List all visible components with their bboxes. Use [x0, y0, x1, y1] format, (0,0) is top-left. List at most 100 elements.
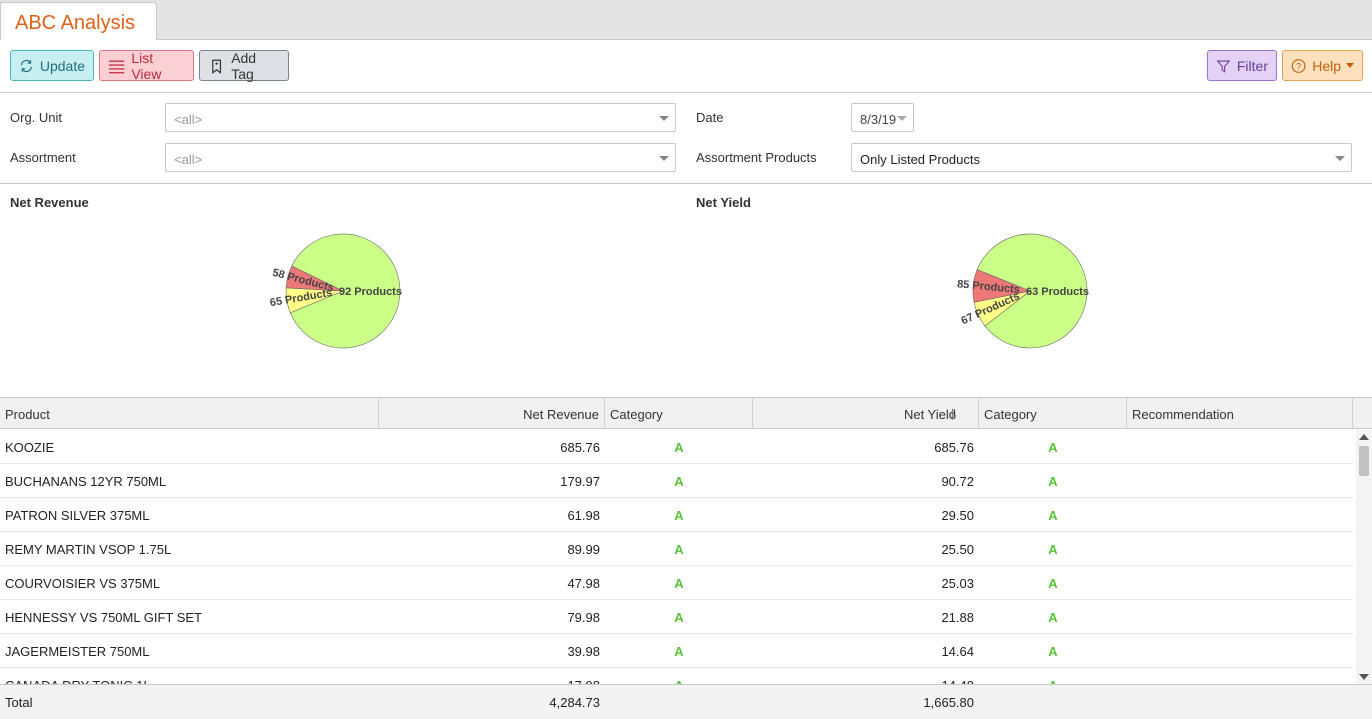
cell-product: REMY MARTIN VSOP 1.75L [5, 542, 172, 557]
net-yield-header-label: Net Yield [903, 407, 956, 422]
table-row[interactable]: KOOZIE 685.76 A 685.76 A [0, 430, 1353, 464]
grid-body: KOOZIE 685.76 A 685.76 A BUCHANANS 12YR 750ML… [0, 430, 1356, 684]
cell-category-yield: A [1048, 542, 1058, 557]
cell-net-revenue: 47.98 [567, 576, 600, 591]
pie-label-c: 85 Products [957, 278, 1021, 296]
filter-icon [1216, 60, 1231, 73]
cell-product: COURVOISIER VS 375ML [5, 576, 161, 591]
cell-net-yield: 29.50 [941, 508, 974, 523]
assortment-products-value: Only Listed Products [860, 152, 980, 167]
cell-product: JAGERMEISTER 750ML [5, 644, 150, 659]
totals-net-revenue: 4,284.73 [549, 695, 600, 710]
column-header-recommendation[interactable]: Recommendation [1127, 398, 1353, 429]
pie-slice-a[interactable] [976, 233, 1088, 349]
cell-category-yield: A [1048, 508, 1058, 523]
cell-category-yield: A [1048, 644, 1058, 659]
tab-title: ABC Analysis [15, 12, 136, 34]
tab-abc-analysis[interactable]: ABC Analysis [0, 2, 157, 41]
cell-net-revenue: 79.98 [567, 610, 600, 625]
filter-button[interactable]: Filter [1207, 50, 1277, 81]
cell-net-yield: 25.03 [941, 576, 974, 591]
cell-net-yield: 25.50 [941, 542, 974, 557]
cell-net-revenue: 39.98 [567, 644, 600, 659]
net-yield-chart-title: Net Yield [696, 195, 751, 210]
list-view-label: List View [131, 49, 162, 82]
date-select[interactable]: 8/3/19 [851, 103, 914, 132]
cell-category-revenue: A [674, 508, 684, 523]
assortment-select[interactable]: <all> [165, 143, 676, 172]
chevron-down-icon [1346, 63, 1354, 68]
pie-label-a: 63 Products [1026, 286, 1089, 298]
column-header-category-revenue[interactable]: Category [605, 398, 753, 429]
list-icon [108, 60, 125, 73]
table-row[interactable]: JAGERMEISTER 750ML 39.98 A 14.64 A [0, 634, 1353, 668]
chevron-down-icon [659, 116, 669, 121]
cell-net-yield: 14.48 [753, 678, 974, 684]
cell-net-revenue: 179.97 [560, 474, 600, 489]
help-icon: ? [1291, 58, 1306, 73]
filter-label: Filter [1236, 57, 1268, 74]
column-header-net-yield[interactable]: Net Yield [753, 398, 979, 429]
org-unit-select[interactable]: <all> [165, 103, 676, 132]
date-label: Date [696, 110, 724, 125]
cell-category-revenue: A [674, 474, 684, 489]
cell-category-revenue: A [674, 440, 684, 455]
totals-label: Total [5, 695, 33, 710]
help-button[interactable]: ? Help [1282, 50, 1363, 81]
update-button[interactable]: Update [10, 50, 94, 81]
update-label: Update [39, 57, 85, 74]
cell-product: PATRON SILVER 375ML [5, 508, 150, 523]
sort-down-icon [948, 409, 957, 420]
toolbar: Update List View Add Tag Filter ? Help [0, 40, 1372, 93]
table-row[interactable]: HENNESSY VS 750ML GIFT SET 79.98 A 21.88 A [0, 600, 1353, 634]
cell-net-revenue: 17.98 [379, 678, 600, 684]
cell-net-yield: 14.64 [941, 644, 974, 659]
totals-net-yield: 1,665.80 [923, 695, 974, 710]
pie-slice-c[interactable] [285, 265, 344, 292]
assortment-products-label: Assortment Products [696, 150, 817, 165]
pie-slice-a[interactable] [289, 233, 401, 349]
column-header-net-revenue[interactable]: Net Revenue [379, 398, 605, 429]
org-unit-value: <all> [174, 112, 203, 127]
column-header-category-yield[interactable]: Category [979, 398, 1127, 429]
chevron-down-icon [897, 116, 907, 121]
vertical-scrollbar[interactable] [1356, 430, 1372, 684]
cell-category-revenue: A [674, 644, 684, 659]
scroll-up-icon[interactable] [1359, 434, 1369, 440]
list-view-button[interactable]: List View [99, 49, 194, 82]
cell-category-yield: A [1048, 576, 1058, 591]
pie-slice-c[interactable] [972, 269, 1032, 303]
assortment-products-select[interactable]: Only Listed Products [851, 143, 1352, 172]
cell-category-yield: A [1048, 610, 1058, 625]
chevron-down-icon [1335, 156, 1345, 161]
chevron-down-icon [659, 156, 669, 161]
cell-category-revenue: A [674, 576, 684, 591]
scroll-down-icon[interactable] [1359, 674, 1369, 680]
cell-category-revenue: A [674, 542, 684, 557]
assortment-value: <all> [174, 152, 203, 167]
net-revenue-chart-title: Net Revenue [10, 195, 89, 210]
table-row[interactable]: REMY MARTIN VSOP 1.75L 89.99 A 25.50 A [0, 532, 1353, 566]
org-unit-label: Org. Unit [10, 110, 63, 125]
scrollbar-thumb[interactable] [1359, 446, 1369, 476]
cell-product: HENNESSY VS 750ML GIFT SET [5, 610, 202, 625]
cell-net-revenue: 685.76 [560, 440, 600, 455]
table-row[interactable]: BUCHANANS 12YR 750ML 179.97 A 90.72 A [0, 464, 1353, 498]
cell-net-yield: 21.88 [941, 610, 974, 625]
table-row[interactable]: PATRON SILVER 375ML 61.98 A 29.50 A [0, 498, 1353, 532]
add-tag-button[interactable]: Add Tag [199, 49, 289, 82]
cell-category-yield: A [1048, 474, 1058, 489]
add-tag-label: Add Tag [231, 49, 257, 82]
date-value: 8/3/19 [860, 112, 897, 127]
tag-icon [212, 59, 222, 74]
cell-category-revenue: A [605, 678, 753, 684]
cell-category-yield: A [1048, 440, 1058, 455]
filter-panel: Org. Unit <all> Assortment <all> Date 8/… [0, 93, 1372, 184]
column-header-product[interactable]: Product [0, 398, 379, 429]
cell-net-revenue: 61.98 [567, 508, 600, 523]
tab-bar: ABC Analysis [0, 0, 1372, 41]
table-row[interactable]: COURVOISIER VS 375ML 47.98 A 25.03 A [0, 566, 1353, 600]
